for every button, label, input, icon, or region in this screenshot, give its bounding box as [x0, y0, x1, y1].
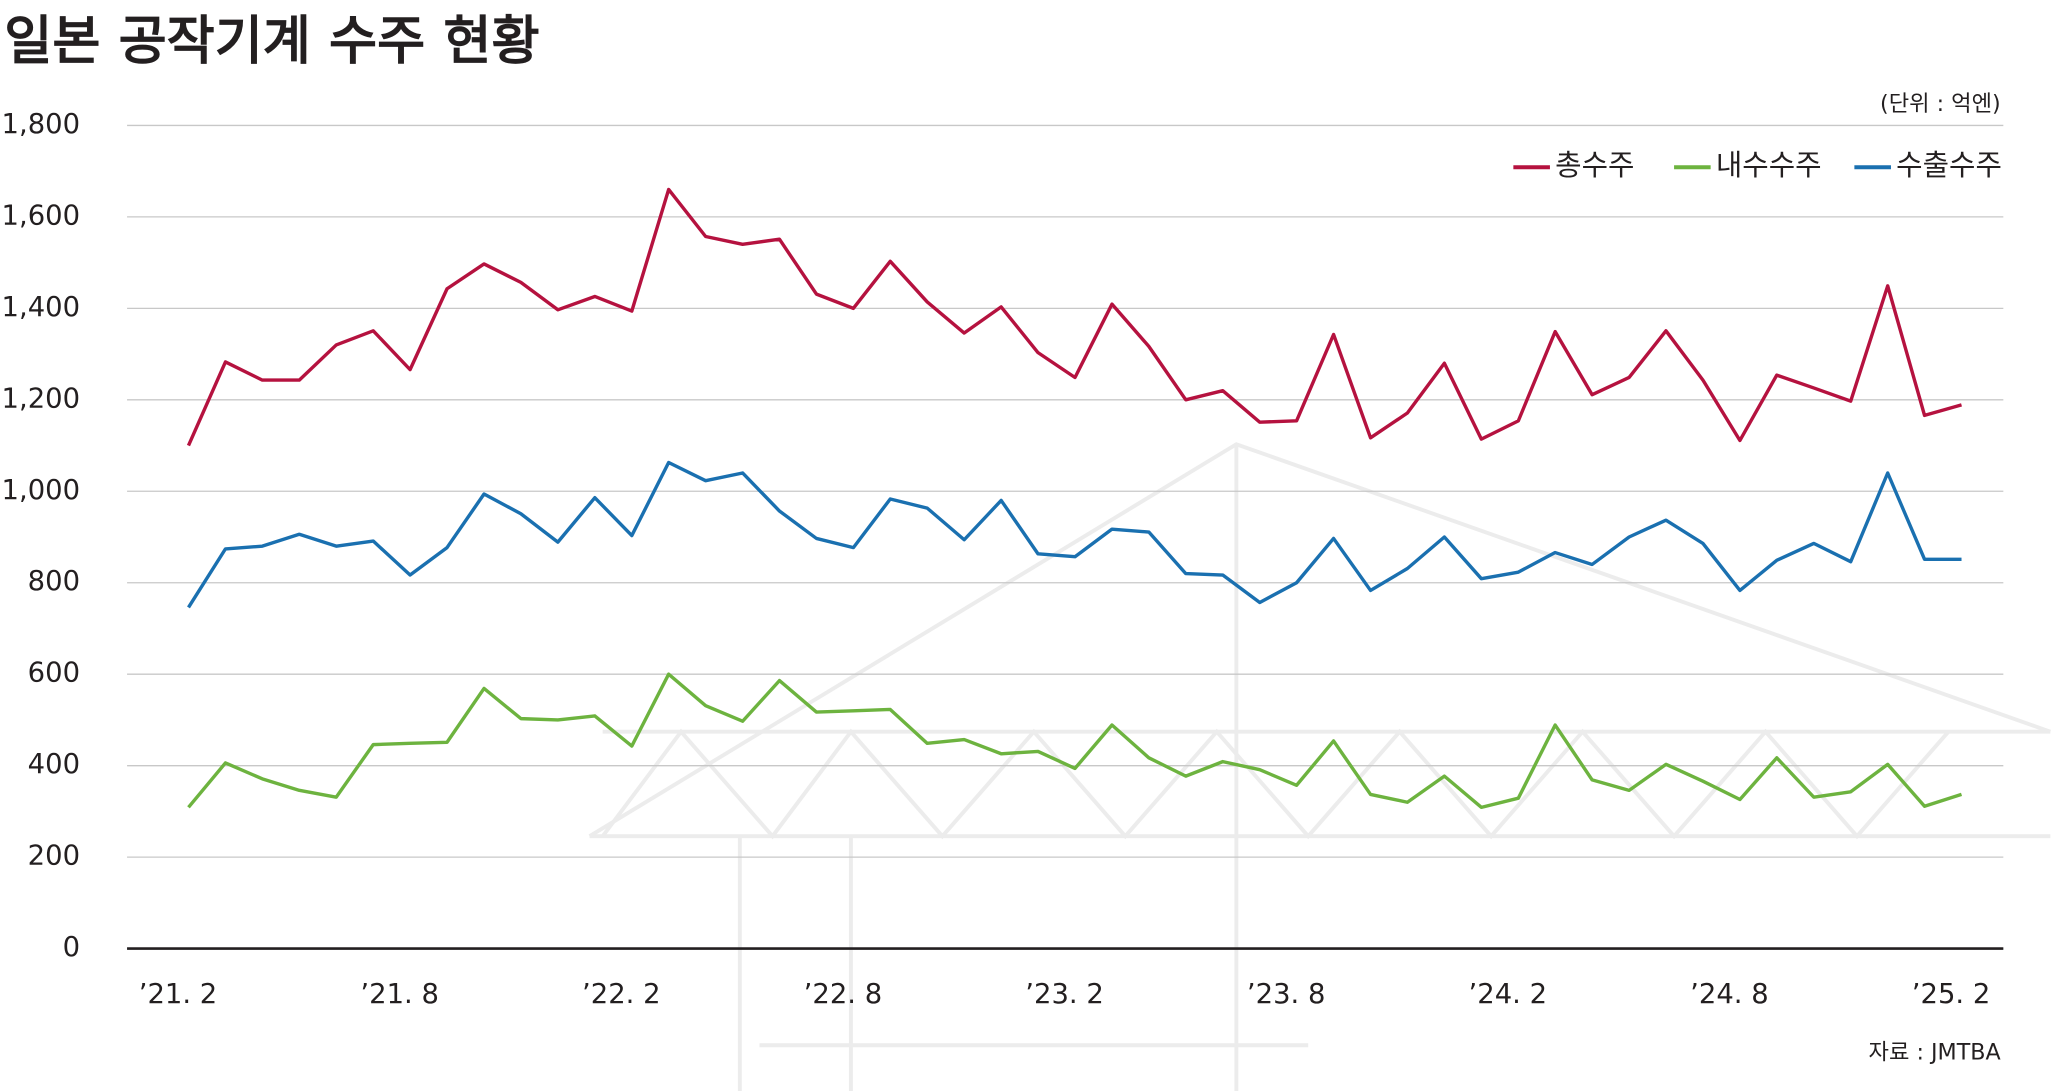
x-tick-label: ’21. 8 [360, 979, 439, 1010]
series-line [187, 460, 1962, 609]
x-tick-label: ’23. 8 [1247, 979, 1326, 1010]
legend-label: 내수수주 [1716, 148, 1822, 182]
y-tick-label: 600 [28, 658, 80, 689]
background-decoration [588, 442, 2052, 1091]
y-tick-label: 1,400 [2, 292, 81, 323]
source-label: 자료 : JMTBA [1869, 1040, 2001, 1066]
series-line [186, 187, 1962, 447]
x-tick-label: ’23. 2 [1025, 979, 1104, 1010]
series-line [187, 672, 1963, 810]
y-tick-label: 1,200 [2, 383, 81, 414]
x-tick-label: ’22. 8 [804, 979, 882, 1010]
legend-label: 수출수주 [1896, 148, 2002, 182]
unit-label: (단위 : 억엔) [1880, 91, 2001, 117]
x-tick-label: ’24. 8 [1690, 979, 1769, 1010]
y-tick-label: 1,800 [2, 109, 81, 140]
x-tick-label: ’21. 2 [139, 979, 218, 1010]
y-tick-label: 1,600 [2, 200, 81, 231]
x-tick-label: ’22. 2 [582, 979, 661, 1010]
chart-title: 일본 공작기계 수주 현황 [4, 10, 539, 71]
y-tick-label: 200 [28, 841, 80, 872]
y-tick-label: 400 [28, 749, 80, 780]
x-tick-label: ’24. 2 [1469, 979, 1548, 1010]
y-tick-label: 800 [28, 566, 80, 597]
y-tick-label: 0 [63, 932, 80, 963]
legend-label: 총수주 [1555, 148, 1634, 182]
y-tick-label: 1,000 [2, 475, 81, 506]
x-tick-label: ’25. 2 [1912, 979, 1991, 1010]
